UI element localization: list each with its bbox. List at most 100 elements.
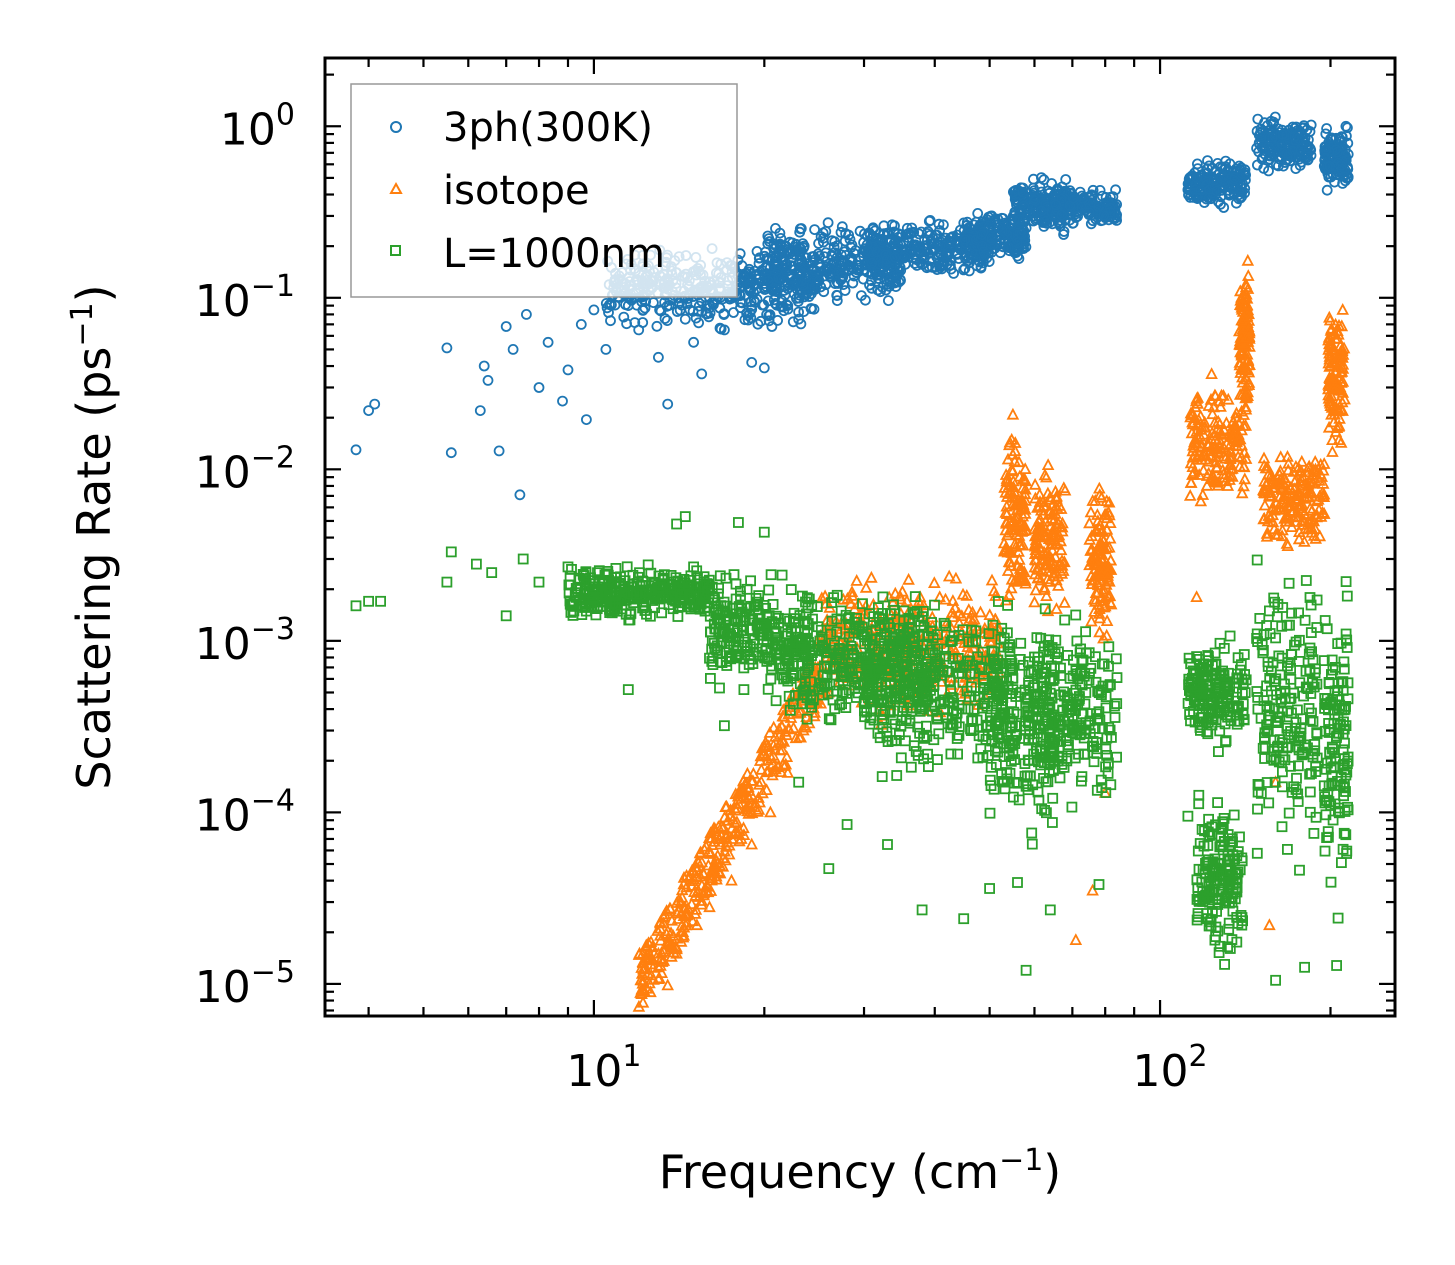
3ph300k-band-point [1342, 122, 1353, 134]
3ph300k-band-point [744, 271, 755, 283]
3ph300k-band-point [787, 316, 799, 328]
3ph300k-band-point [978, 251, 989, 262]
3ph300k-band-point [831, 295, 843, 307]
3ph300k-band-point [735, 302, 746, 314]
3ph300k-band-point [812, 248, 824, 260]
3ph300k-band-point [1098, 210, 1110, 221]
3ph300k-band-point [792, 296, 804, 307]
3ph300k-band-point [1058, 229, 1069, 240]
3ph300k-band-point [1087, 184, 1099, 196]
3ph300k-band-point [1046, 178, 1057, 189]
3ph300k-band-point [1036, 205, 1047, 217]
3ph300k-point [746, 356, 758, 368]
3ph300k-band-point [1290, 151, 1302, 163]
3ph300k-band-point [837, 271, 849, 283]
3ph300k-band-point [975, 262, 987, 274]
3ph300k-band-point [753, 252, 765, 264]
3ph300k-point [793, 313, 805, 325]
3ph300k-point [369, 398, 381, 410]
isotope-band-point [695, 878, 709, 891]
3ph300k-point [588, 304, 600, 316]
isotope-band-point [776, 743, 789, 755]
3ph300k-band-point [835, 226, 847, 238]
3ph300k-band-point [1267, 149, 1279, 161]
3ph300k-band-point [1263, 165, 1274, 177]
3ph300k-band-point [639, 302, 651, 314]
3ph300k-point [474, 405, 486, 417]
3ph300k-band-point [766, 321, 778, 332]
3ph300k-band-point [883, 295, 894, 307]
3ph300k-band-point [844, 233, 856, 245]
3ph300k-band-point [1012, 237, 1023, 249]
3ph300k-band-point [1028, 215, 1039, 227]
3ph300k-band-point [859, 245, 871, 256]
3ph300k-band-point [976, 240, 988, 252]
3ph300k-band-point [776, 301, 788, 313]
3ph300k-band-point [772, 314, 783, 326]
3ph300k-band-point [605, 315, 616, 327]
3ph300k-band-point [1214, 161, 1226, 173]
3ph300k-band-point [1028, 173, 1039, 185]
3ph300k-band-point [1072, 210, 1083, 222]
3ph300k-band-point [983, 211, 994, 223]
3ph300k-point [493, 445, 505, 457]
3ph300k-band-point [1104, 206, 1116, 218]
3ph300k-band-point [950, 248, 962, 260]
3ph300k-band-point [861, 266, 873, 278]
3ph300k-band-point [972, 207, 984, 219]
3ph300k-band-point [815, 261, 827, 273]
3ph300k-band-point [761, 309, 772, 321]
3ph300k-band-point [773, 272, 784, 284]
3ph300k-band-point [759, 262, 771, 274]
3ph300k-band-point [878, 220, 890, 232]
3ph300k-band-point [836, 221, 848, 233]
3ph300k-band-point [637, 304, 649, 316]
3ph300k-band-point [1229, 172, 1240, 184]
3ph300k-band-point [965, 234, 976, 246]
3ph300k-band-point [655, 305, 667, 317]
3ph300k-band-point [782, 279, 794, 291]
3ph300k-band-point [1014, 214, 1025, 225]
3ph300k-band-point [1255, 127, 1266, 139]
3ph300k-band-point [693, 317, 704, 329]
3ph300k-band-point [1184, 178, 1196, 190]
isotope-band-point [756, 786, 769, 799]
3ph300k-band-point [843, 265, 854, 277]
3ph300k-band-point [877, 234, 889, 246]
3ph300k-band-point [1191, 192, 1203, 203]
3ph300k-point [782, 300, 794, 312]
3ph300k-band-point [802, 258, 814, 270]
3ph300k-band-point [1036, 186, 1047, 198]
3ph300k-band-point [1067, 192, 1079, 204]
3ph300k-band-point [759, 250, 771, 262]
3ph300k-band-point [1265, 115, 1277, 127]
3ph300k-point [600, 343, 612, 355]
3ph300k-band-point [1215, 198, 1226, 210]
3ph300k-band-point [618, 311, 630, 323]
3ph300k-band-point [963, 265, 975, 277]
3ph300k-band-point [805, 303, 817, 314]
3ph300k-point [542, 336, 554, 348]
3ph300k-band-point [818, 251, 830, 263]
3ph300k-band-point [793, 306, 804, 318]
3ph300k-band-point [839, 285, 851, 296]
3ph300k-point [521, 308, 532, 320]
3ph300k-band-point [752, 318, 764, 330]
3ph300k-band-point [945, 263, 957, 275]
3ph300k-band-point [1342, 137, 1354, 149]
3ph300k-point [679, 313, 691, 325]
3ph300k-band-point [880, 284, 892, 296]
3ph300k-band-point [1010, 189, 1021, 200]
3ph300k-band-point [1238, 169, 1250, 181]
3ph300k-band-point [1236, 191, 1247, 203]
3ph300k-band-point [978, 246, 990, 258]
3ph300k-band-point [1111, 212, 1122, 223]
3ph300k-band-point [873, 269, 885, 280]
3ph300k-band-point [884, 233, 895, 245]
3ph300k-point [581, 414, 592, 426]
3ph300k-band-point [993, 222, 1004, 234]
3ph300k-band-point [1319, 152, 1331, 164]
3ph300k-band-point [890, 275, 902, 287]
3ph300k-band-point [763, 275, 774, 287]
3ph300k-band-point [877, 281, 888, 293]
